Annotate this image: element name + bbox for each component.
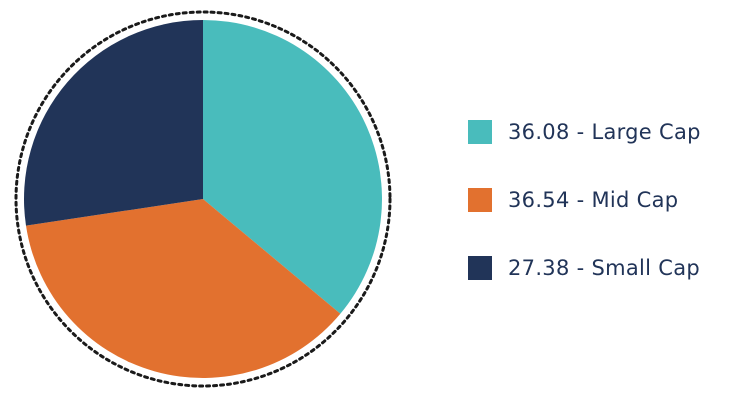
legend-item-mid-cap: 36.54 - Mid Cap [468,180,748,220]
pie-slice-large-cap [203,20,382,314]
legend-item-large-cap: 36.08 - Large Cap [468,112,748,152]
pie-chart-canvas [14,10,392,388]
pie-slice-small-cap [24,20,204,226]
legend-swatch-small-cap [468,256,492,280]
legend-swatch-mid-cap [468,188,492,212]
pie-slice-mid-cap [25,199,341,378]
pie-dotted-outline [14,10,392,388]
legend-swatch-large-cap [468,120,492,144]
legend-item-small-cap: 27.38 - Small Cap [468,248,748,288]
pie-slices [24,20,382,378]
legend-label-large-cap: 36.08 - Large Cap [508,119,701,144]
legend-label-small-cap: 27.38 - Small Cap [508,255,701,280]
legend: 36.08 - Large Cap 36.54 - Mid Cap 27.38 … [468,112,748,316]
legend-label-mid-cap: 36.54 - Mid Cap [508,187,679,212]
